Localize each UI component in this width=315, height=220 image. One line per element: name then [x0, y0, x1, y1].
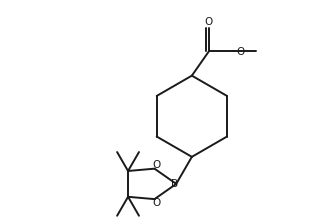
Text: O: O: [153, 198, 161, 208]
Text: O: O: [153, 160, 161, 170]
Text: O: O: [236, 47, 245, 57]
Text: O: O: [205, 17, 213, 27]
Text: B: B: [171, 179, 178, 189]
